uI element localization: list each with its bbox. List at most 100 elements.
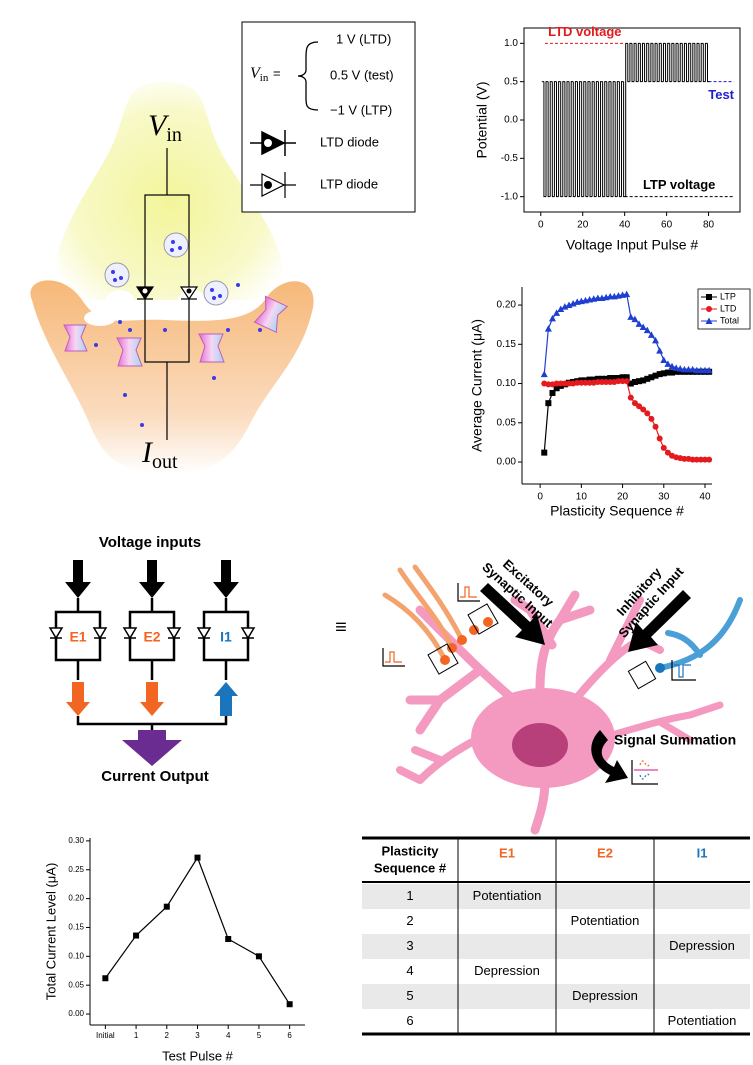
pulse [587,81,591,197]
x-tick-label: 80 [703,220,715,231]
marker [631,400,638,407]
marker [619,374,626,381]
waveform-icons [382,583,696,785]
x-tick-label: 10 [576,492,588,503]
input-arrow [65,560,91,598]
pulse [551,81,555,198]
brace [297,41,319,111]
pulse [635,43,639,83]
pulse [690,43,693,83]
marker [541,449,548,456]
y-tick-label: 0.10 [497,378,517,389]
legend-label: LTD [720,303,737,313]
postsynaptic [30,280,314,474]
pulse [543,81,547,198]
cell: Potentiation [668,1013,737,1028]
y-axis-label: Average Current (μA) [469,319,485,452]
x-tick-label: 3 [195,1031,200,1040]
header-cell: Plasticity [381,843,439,858]
marker [640,406,647,413]
y-tick-label: 0.30 [68,836,84,845]
y-tick-label: 0.05 [68,980,84,989]
pulse [602,81,605,198]
marker [673,368,680,375]
x-tick-label: 4 [226,1031,231,1040]
pulse [665,43,668,83]
marker [631,315,639,323]
marker [660,356,668,363]
cell: Depression [572,988,638,1003]
pulse [633,42,637,82]
pulse [614,81,618,198]
pulse [641,42,645,82]
pulse [576,81,580,198]
marker [660,444,667,451]
pulse [562,81,565,197]
x-tick-label: 20 [617,492,629,503]
excitatory-axon [382,564,465,663]
cell: 4 [406,963,413,978]
circuit-output-label: Current Output [101,768,208,785]
pulse [627,43,630,83]
marker [557,305,565,312]
reference-label: LTP voltage [643,177,715,192]
pulse [675,42,679,82]
diode-label: LTP diode [320,176,378,191]
marker [648,415,655,422]
mini-circuits [427,603,657,690]
pulse [688,42,691,82]
marker [544,325,552,332]
pulse [681,43,685,83]
branch: E2 [122,560,182,716]
cell: 2 [406,913,413,928]
marker [627,380,634,387]
receptors [63,295,289,367]
marker [664,449,671,456]
cleft [84,290,242,326]
marker [598,375,605,382]
y-tick-label: 0.00 [497,457,517,468]
marker [102,975,109,982]
pulse [568,81,572,198]
pulse [574,81,578,197]
marker [636,378,643,385]
pulse [644,43,647,83]
y-axis-label: Potential (V) [474,81,490,158]
pulse [625,42,628,197]
pulse [608,81,612,197]
pulse [671,42,674,82]
marker [664,369,671,376]
subscript: in [260,72,269,84]
subscript: in [166,124,182,146]
level: −1 V (LTP) [330,102,392,117]
symbol: V [148,109,170,142]
x-tick-label: 30 [658,492,670,503]
marker [545,381,552,388]
cell: Potentiation [473,888,542,903]
marker [693,456,700,463]
pulse [662,42,666,82]
header-cell: I1 [697,845,708,860]
branch-wire [54,598,102,680]
symbol: I [141,436,154,469]
y-tick-label: 0.05 [497,417,517,428]
pulse [606,81,609,198]
presynaptic [55,82,285,300]
branch-arrow [140,682,164,716]
equals: = [273,65,281,80]
x-tick-label: 2 [165,1031,170,1040]
y-tick-label: 0.5 [504,76,518,87]
marker [706,294,712,300]
branch-wire [128,598,176,680]
pulse [564,81,567,198]
pulse [631,43,635,83]
y-tick-label: 0.20 [497,300,517,311]
reference-label: LTD voltage [548,24,621,39]
pulse [660,43,664,83]
pulse [616,81,620,197]
marker [681,455,688,462]
key-frame [241,21,416,213]
marker [656,371,663,378]
marker [631,378,638,385]
x-tick-label: 5 [257,1031,262,1040]
